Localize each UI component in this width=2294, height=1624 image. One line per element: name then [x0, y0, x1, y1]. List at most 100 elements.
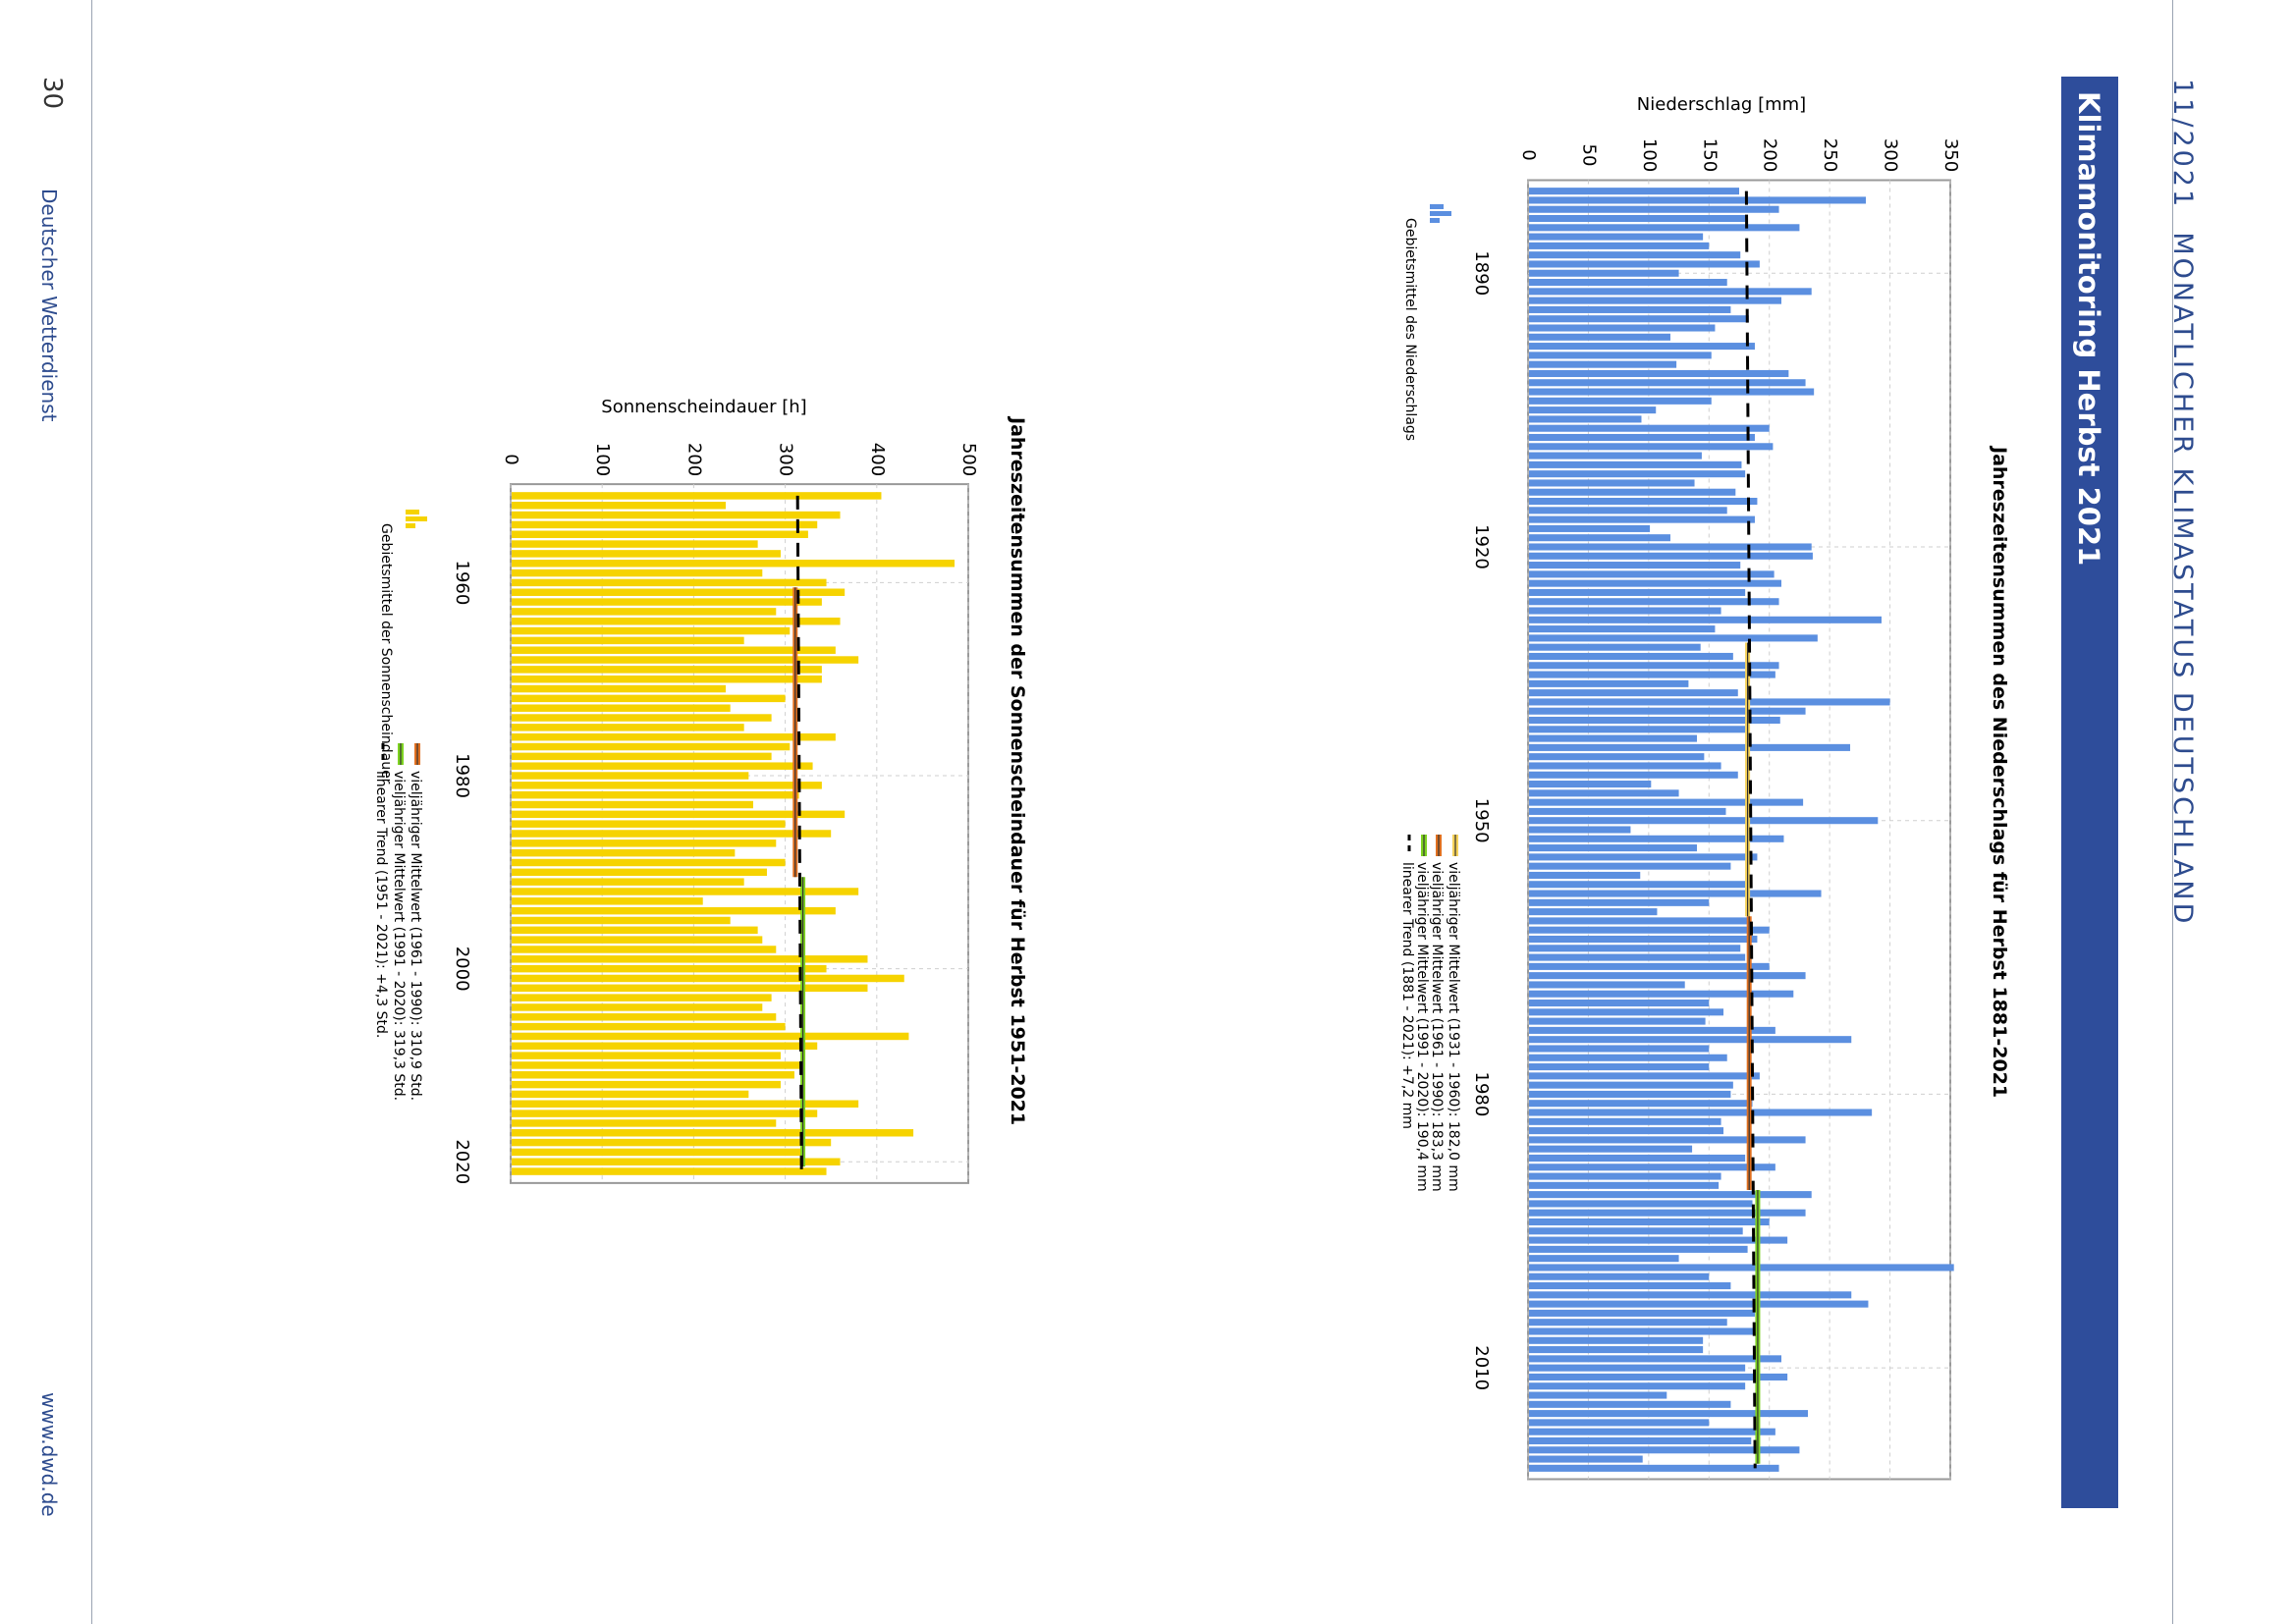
data-bar [512, 916, 731, 925]
data-bar [1529, 524, 1651, 532]
data-bar [512, 848, 736, 857]
data-bar [1529, 369, 1789, 377]
data-bar [512, 530, 808, 538]
data-bar [1529, 1245, 1748, 1253]
data-bar [1529, 898, 1710, 906]
data-bar [1529, 1373, 1788, 1380]
data-bar [1529, 488, 1736, 496]
data-bar [1529, 1446, 1800, 1454]
data-bar [1529, 607, 1721, 615]
year-tick-label: 1960 [452, 560, 472, 605]
value-tick-label: 200 [683, 443, 704, 476]
data-bar [512, 994, 772, 1001]
value-tick-label: 350 [1940, 138, 1961, 172]
data-bar [1529, 598, 1779, 606]
data-bar [1529, 1181, 1720, 1189]
data-bar [512, 1119, 777, 1127]
value-tick-label: 100 [1639, 138, 1660, 172]
section-title-bar: Klimamonitoring Herbst 2021 [2061, 77, 2118, 1508]
value-tick-label: 50 [1578, 144, 1599, 167]
data-bar [1529, 233, 1704, 241]
legend-series-swatch [406, 523, 415, 528]
data-bar [1529, 305, 1731, 313]
data-bar [512, 511, 841, 519]
data-bar [1529, 324, 1716, 332]
data-bar [1529, 1200, 1753, 1208]
data-bar [1529, 570, 1775, 578]
data-bar [512, 790, 799, 799]
data-bar [1529, 1227, 1743, 1235]
legend-series-swatch [1430, 204, 1444, 209]
data-bar [512, 1013, 777, 1021]
data-bar [1529, 1327, 1755, 1335]
data-bar [512, 782, 822, 789]
data-bar [1529, 1063, 1710, 1071]
data-bar [1529, 579, 1781, 587]
data-bar [512, 559, 956, 568]
data-bar [512, 1032, 909, 1041]
data-bar [512, 1148, 804, 1157]
year-tick-label: 1980 [452, 753, 472, 798]
data-bar [1529, 360, 1677, 368]
data-bar [1529, 781, 1652, 788]
data-bar [1529, 1436, 1752, 1445]
data-bar [1529, 288, 1812, 296]
data-bar [512, 1003, 763, 1011]
data-bar [1529, 562, 1741, 569]
value-tick-label: 150 [1699, 138, 1720, 172]
data-bar [1529, 726, 1746, 733]
data-bar [1529, 1136, 1806, 1144]
data-bar [1529, 890, 1822, 897]
data-bar [1529, 388, 1815, 396]
data-bar [512, 946, 777, 953]
data-bar [512, 878, 744, 886]
chart-title: Jahreszeitensummen der Sonnenscheindauer… [1007, 415, 1028, 1125]
data-bar [1529, 662, 1779, 670]
data-bar [1529, 698, 1890, 706]
data-bar [1529, 1191, 1812, 1199]
data-bar [1529, 1309, 1755, 1317]
data-bar [1529, 1236, 1788, 1244]
data-bar [512, 704, 731, 712]
legend-line-label: vieljähriger Mittelwert (1991 - 2020): 1… [1414, 862, 1430, 1192]
data-bar [512, 955, 868, 963]
data-bar [1529, 1081, 1733, 1089]
data-bar [512, 888, 859, 895]
data-bar [512, 1061, 804, 1069]
data-bar [512, 626, 791, 635]
data-bar [1529, 1109, 1873, 1116]
precipitation-chart: 0 50 100 150 200 250 300 350 1890 1920 1950 1980 201… [1399, 94, 2010, 1481]
data-bar [512, 1080, 781, 1089]
data-bar [1529, 479, 1695, 487]
year-tick-label: 2020 [452, 1139, 472, 1184]
data-bar [1529, 734, 1697, 742]
data-bar [512, 830, 832, 838]
data-bar [1529, 881, 1746, 889]
data-bar [512, 724, 744, 731]
year-tick-label: 1890 [1471, 250, 1492, 296]
data-bar [1529, 1419, 1710, 1427]
data-bar [1529, 798, 1804, 806]
data-bar [512, 520, 818, 529]
data-bar [512, 568, 763, 577]
data-bar [512, 1090, 749, 1099]
data-bar [1529, 634, 1818, 642]
data-bar [1529, 953, 1746, 961]
data-bar [1529, 1017, 1706, 1025]
data-bar [1529, 625, 1716, 633]
data-bar [1529, 424, 1770, 432]
legend-series-swatch [406, 510, 419, 514]
data-bar [1529, 853, 1758, 861]
data-bar [1529, 224, 1800, 232]
data-bar [1529, 1154, 1746, 1162]
data-bar [1529, 807, 1726, 815]
data-bar [1529, 515, 1755, 523]
data-bar [1529, 260, 1760, 268]
data-bar [1529, 1045, 1710, 1053]
legend-line-label: linearer Trend (1951 - 2021): +4,3 Std. [373, 771, 389, 1038]
data-bar [512, 839, 777, 847]
value-axis-label: Sonnenscheindauer [h] [601, 397, 806, 417]
data-bar [1529, 616, 1882, 623]
data-bar [1529, 1164, 1775, 1171]
